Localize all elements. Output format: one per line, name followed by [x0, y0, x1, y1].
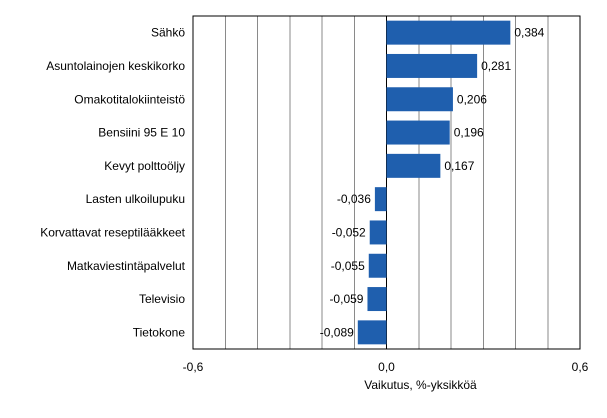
- value-label: 0,167: [444, 159, 474, 173]
- value-label: -0,059: [329, 292, 363, 306]
- category-label: Bensiini 95 E 10: [98, 126, 185, 140]
- x-tick-label: -0,6: [183, 360, 204, 374]
- category-label: Sähkö: [151, 26, 185, 40]
- bar: [386, 87, 453, 112]
- plot-frame: [192, 15, 581, 350]
- value-label: 0,206: [457, 92, 487, 106]
- bar: [386, 53, 478, 78]
- value-label: 0,384: [514, 26, 544, 40]
- x-tick-label: 0,0: [378, 360, 395, 374]
- bar: [369, 220, 387, 245]
- bar: [367, 287, 387, 312]
- value-label: 0,196: [454, 126, 484, 140]
- value-label: -0,036: [337, 192, 371, 206]
- category-label: Asuntolainojen keskikorko: [46, 59, 185, 73]
- category-label: Kevyt polttoöljy: [104, 159, 185, 173]
- bar: [386, 120, 450, 145]
- x-tick-label: 0,6: [572, 360, 589, 374]
- bar: [357, 320, 387, 345]
- category-label: Lasten ulkoilupuku: [86, 192, 185, 206]
- bar: [386, 20, 511, 45]
- gridlines: [192, 15, 581, 350]
- bars: [357, 20, 511, 345]
- category-label: Tietokone: [133, 325, 186, 339]
- bar: [374, 187, 387, 212]
- value-label: -0,089: [320, 325, 354, 339]
- value-label: 0,281: [481, 59, 511, 73]
- category-label: Korvattavat reseptilääkkeet: [40, 225, 185, 239]
- category-label: Televisio: [139, 292, 185, 306]
- value-label: -0,055: [331, 259, 365, 273]
- value-label: -0,052: [332, 225, 366, 239]
- category-label: Omakotitalokiinteistö: [74, 92, 185, 106]
- bar: [368, 253, 387, 278]
- category-label: Matkaviestintäpalvelut: [67, 259, 186, 273]
- bar: [386, 153, 441, 178]
- labels: Sähkö 0,384 Asuntolainojen keskikorko 0,281…: [40, 26, 588, 374]
- x-axis-title: Vaikutus, %-yksikköä: [364, 378, 477, 392]
